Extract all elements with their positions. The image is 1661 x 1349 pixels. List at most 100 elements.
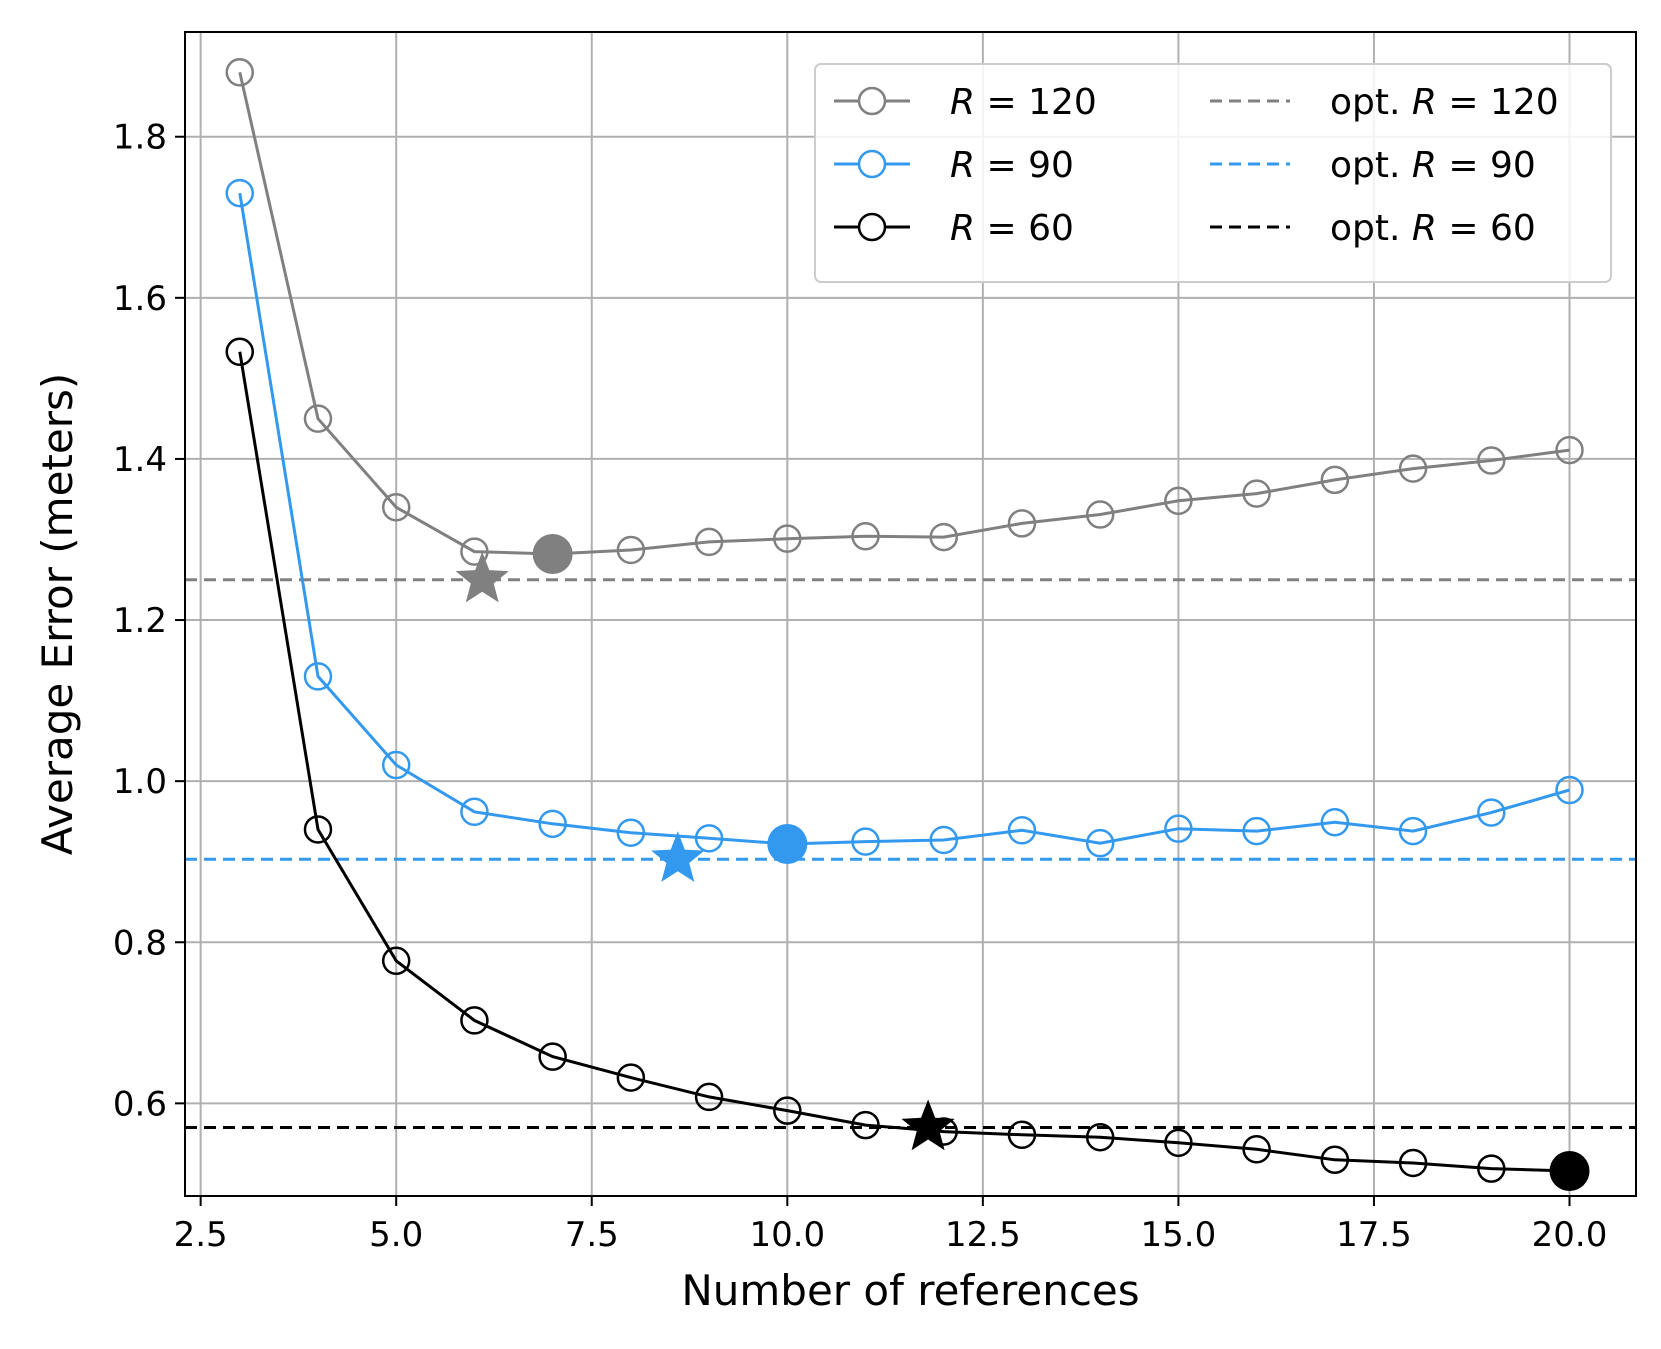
y-tick-label: 0.6: [113, 1084, 167, 1124]
data-point: [616, 1063, 646, 1092]
data-point: [851, 522, 880, 551]
data-point: [1164, 486, 1193, 516]
data-point: [1007, 509, 1037, 538]
data-point: [773, 1096, 802, 1125]
data-point: [694, 527, 724, 557]
y-tick-label: 1.2: [113, 601, 167, 641]
data-point: [1555, 435, 1584, 465]
data-point: [694, 1082, 724, 1112]
data-point: [1555, 775, 1584, 805]
data-point: [851, 827, 880, 856]
x-tick-label: 20.0: [1532, 1215, 1608, 1255]
legend-marker-swatch: [857, 149, 887, 179]
data-point: [1477, 1154, 1506, 1183]
data-point: [616, 818, 646, 847]
data-point: [1242, 1135, 1271, 1164]
data-point: [1320, 807, 1350, 837]
y-tick-label: 1.8: [113, 118, 167, 158]
data-point: [303, 815, 333, 844]
data-point: [929, 825, 958, 855]
axis-ticks: 2.5 5.0 7.5 10.0 12.5 15.0 17.5 20.0 0.6 0.8 1.0 1.…: [113, 118, 1607, 1255]
star-marker: [901, 1099, 955, 1151]
best-point: [767, 823, 808, 864]
y-tick-label: 1.6: [113, 279, 167, 319]
legend-value: = 90: [1437, 145, 1536, 186]
data-point: [1477, 446, 1506, 475]
data-point: [851, 1110, 880, 1140]
data-point: [1007, 816, 1037, 845]
y-tick-label: 0.8: [113, 923, 167, 963]
legend-entry: R = 90: [950, 145, 1074, 186]
data-point: [1164, 814, 1193, 843]
data-point: [773, 524, 802, 553]
data-point: [538, 1042, 567, 1071]
data-point: [225, 58, 255, 87]
x-tick-label: 10.0: [749, 1215, 825, 1255]
x-tick-label: 15.0: [1141, 1215, 1217, 1255]
data-point: [1477, 798, 1506, 827]
legend-value: = 120: [975, 82, 1097, 123]
data-point: [381, 493, 411, 522]
data-point: [616, 535, 646, 565]
data-point: [1398, 816, 1428, 846]
legend-var: R: [1412, 145, 1437, 186]
star-marker: [455, 551, 509, 603]
data-point: [538, 809, 567, 839]
data-point: [1320, 465, 1350, 495]
legend-var: R: [950, 208, 975, 249]
legend-box: [814, 63, 1612, 283]
legend-value: = 120: [1437, 82, 1559, 123]
series: [225, 58, 1584, 603]
data-point: [460, 1006, 489, 1035]
data-point: [1164, 1128, 1193, 1158]
y-tick-label: 1.4: [113, 440, 167, 480]
data-point: [225, 178, 255, 208]
data-point: [1242, 816, 1271, 846]
legend-var: R: [1412, 208, 1437, 249]
data-point: [1085, 500, 1115, 529]
data-point: [303, 662, 333, 691]
legend-var: R: [1412, 82, 1437, 123]
legend-prefix: opt.: [1330, 145, 1412, 186]
legend-marker-swatch: [857, 212, 887, 242]
series-layer: [225, 58, 1590, 1192]
data-point: [1085, 1122, 1115, 1152]
y-axis-label: Average Error (meters): [33, 373, 82, 856]
x-axis-label: Number of references: [681, 1266, 1139, 1315]
data-point: [929, 522, 958, 552]
legend-value: = 60: [1437, 208, 1536, 249]
legend-var: R: [950, 145, 975, 186]
data-point: [1320, 1145, 1350, 1175]
star-marker: [651, 831, 705, 882]
legend-entry: R = 60: [950, 208, 1074, 249]
legend-entry: opt. R = 120: [1330, 82, 1559, 123]
series: [225, 178, 1584, 882]
data-point: [1398, 454, 1428, 483]
data-point: [303, 404, 333, 433]
x-tick-label: 7.5: [565, 1215, 619, 1255]
legend-value: = 90: [975, 145, 1074, 186]
x-tick-label: 5.0: [369, 1215, 423, 1255]
data-point: [460, 797, 489, 827]
plot-frame: [184, 31, 1637, 1197]
legend-entry: opt. R = 60: [1330, 208, 1536, 249]
legend-prefix: opt.: [1330, 208, 1412, 249]
data-point: [225, 337, 255, 367]
legend-var: R: [950, 82, 975, 123]
data-point: [381, 946, 411, 976]
legend-prefix: opt.: [1330, 82, 1412, 123]
data-point: [381, 750, 411, 780]
data-point: [1007, 1120, 1037, 1150]
x-tick-label: 12.5: [945, 1215, 1021, 1255]
legend-marker-swatch: [857, 86, 887, 116]
y-tick-label: 1.0: [113, 762, 167, 802]
best-point: [532, 533, 573, 574]
data-point: [1398, 1148, 1428, 1178]
x-tick-label: 17.5: [1336, 1215, 1412, 1255]
legend-entry: opt. R = 90: [1330, 145, 1536, 186]
data-point: [694, 824, 724, 853]
best-point: [1549, 1151, 1590, 1192]
x-tick-label: 2.5: [174, 1215, 228, 1255]
